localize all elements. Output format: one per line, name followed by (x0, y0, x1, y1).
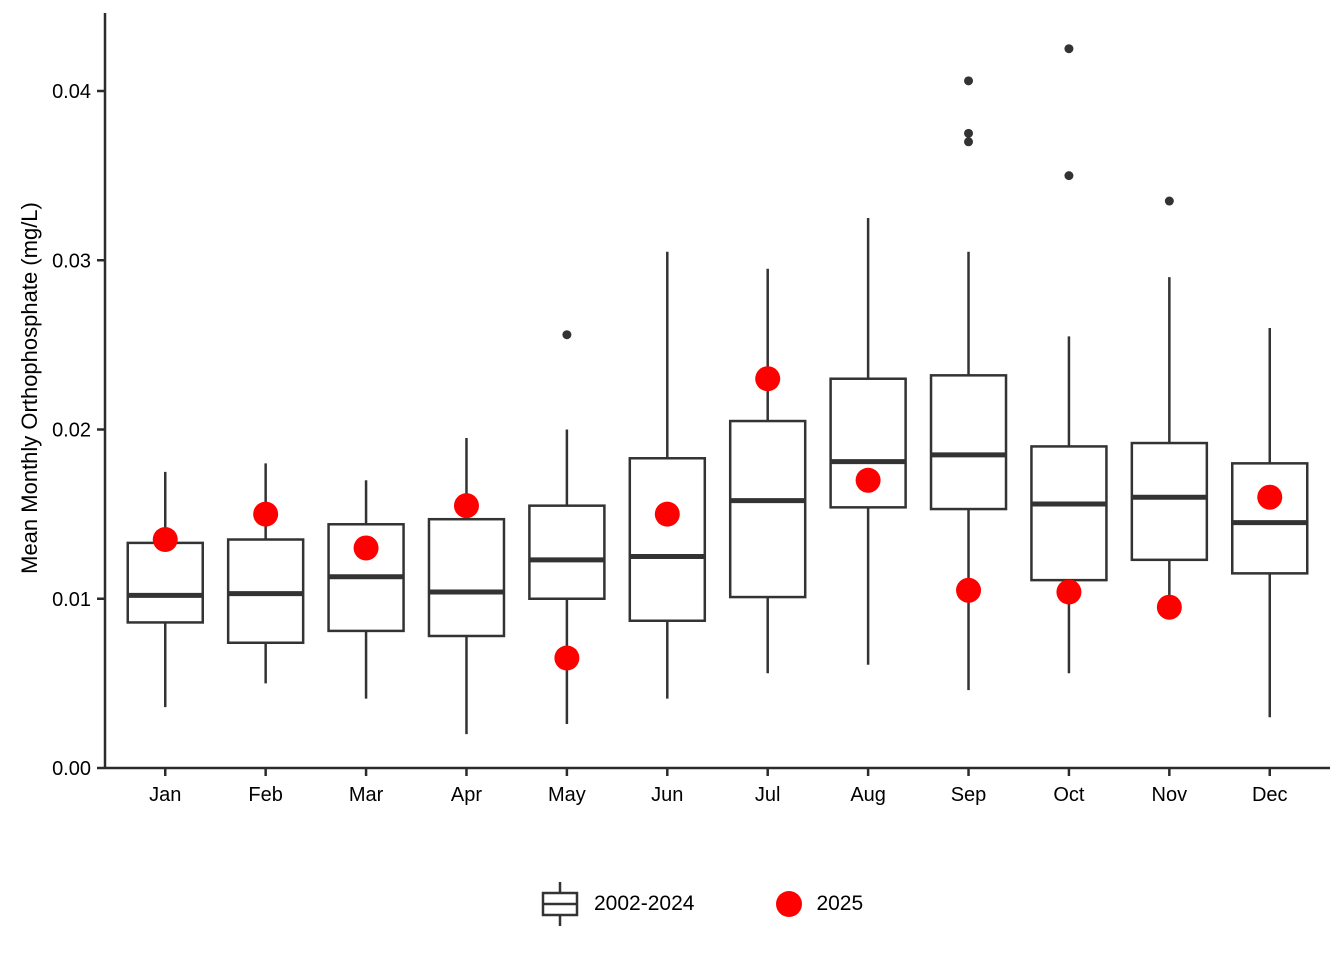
dot-2025-Jun (654, 501, 680, 527)
month-label-Dec: Dec (1252, 784, 1288, 806)
y-tick-label: 0.00 (52, 758, 91, 780)
outlier-Oct-1 (1064, 44, 1074, 54)
dot-2025-Sep (956, 577, 982, 603)
legend-label-2025: 2025 (816, 892, 864, 915)
box-Jun (628, 457, 707, 623)
dot-2025-Feb (253, 501, 279, 527)
outlier-Sep-2 (964, 76, 974, 86)
month-label-Jul: Jul (755, 784, 781, 806)
outlier-Sep-1 (964, 128, 974, 138)
month-label-Sep: Sep (951, 784, 987, 806)
month-label-Apr: Apr (451, 784, 482, 806)
month-label-Jun: Jun (651, 784, 683, 806)
legend: 2002-2024 2025 (540, 880, 863, 928)
dot-2025-May (554, 645, 580, 671)
dot-2025-Mar (353, 535, 379, 561)
outlier-Nov-0 (1164, 196, 1174, 206)
month-label-Aug: Aug (850, 784, 886, 806)
box-Jul (728, 419, 807, 599)
outlier-Oct-0 (1064, 171, 1074, 181)
dot-2025-Jul (755, 366, 781, 392)
month-label-Oct: Oct (1053, 784, 1085, 806)
month-label-Jan: Jan (149, 784, 181, 806)
y-tick-label: 0.02 (52, 420, 91, 442)
dot-2025-Jan (152, 527, 178, 553)
red-dot-icon (776, 891, 803, 917)
legend-item-2002-2024: 2002-2024 (540, 880, 694, 928)
month-label-Nov: Nov (1152, 784, 1188, 806)
y-tick-label: 0.01 (52, 589, 91, 611)
boxplot-key-icon (541, 882, 579, 926)
outlier-Sep-0 (964, 137, 974, 147)
month-label-May: May (548, 784, 586, 806)
box-Feb (226, 538, 305, 645)
outlier-May-0 (562, 330, 572, 340)
box-Apr (427, 517, 506, 638)
month-label-Mar: Mar (349, 784, 384, 806)
box-Sep (929, 374, 1008, 511)
box-Oct (1030, 445, 1108, 582)
box-Jan (126, 541, 204, 624)
legend-label-2002-2024: 2002-2024 (594, 892, 695, 915)
dot-2025-Dec (1257, 484, 1283, 510)
dot-2025-Apr (453, 493, 479, 519)
box-Nov (1130, 441, 1209, 562)
month-label-Feb: Feb (248, 784, 282, 806)
dot-2025-Nov (1156, 594, 1182, 620)
y-tick-label: 0.03 (52, 250, 91, 272)
legend-item-2025: 2025 (776, 891, 863, 917)
box-Dec (1231, 462, 1309, 575)
dot-2025-Oct (1056, 579, 1082, 605)
y-axis-title: Mean Monthly Orthophosphate (mg/L) (17, 202, 42, 574)
box-May (528, 504, 606, 601)
y-tick-label: 0.04 (52, 81, 91, 103)
dot-2025-Aug (855, 467, 881, 493)
